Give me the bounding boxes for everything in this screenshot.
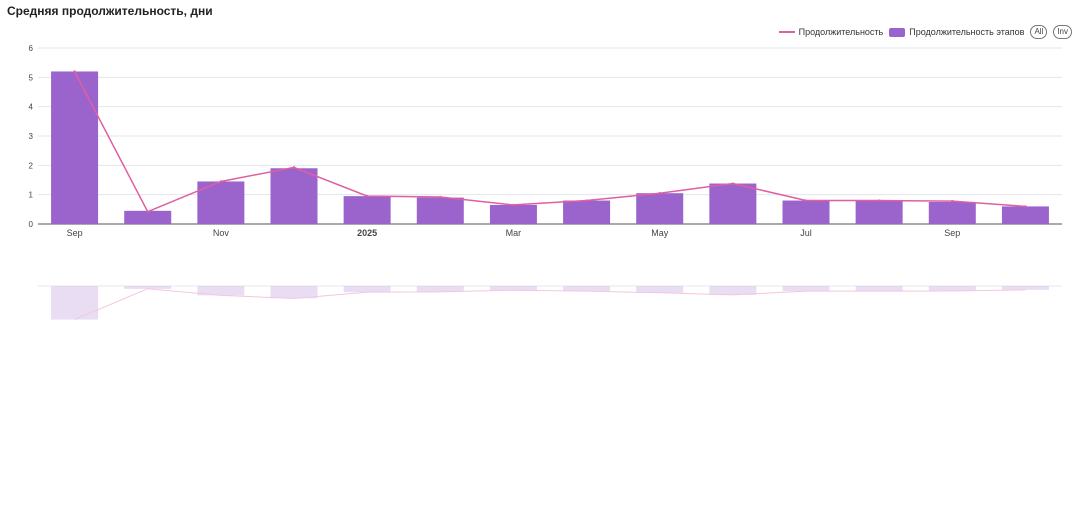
bar-swatch-icon — [889, 27, 906, 37]
line-point — [877, 199, 881, 202]
x-tick-label: Mar — [506, 228, 522, 238]
x-tick-label: Sep — [67, 228, 83, 238]
reflection-bar — [270, 286, 318, 299]
bar — [51, 71, 99, 224]
bar — [1001, 206, 1049, 224]
bar — [489, 204, 537, 224]
y-tick-label: 6 — [29, 44, 34, 53]
legend-line-label: Продолжительность — [798, 27, 884, 37]
reflection-line — [74, 288, 1026, 321]
reflection-bar — [197, 286, 245, 296]
bar — [636, 193, 684, 224]
reflection-bar — [855, 286, 903, 292]
bar — [855, 200, 903, 224]
line-point — [146, 210, 149, 213]
reflection-bar — [489, 286, 537, 291]
legend-item-bar[interactable]: Продолжительность этапов — [889, 27, 1024, 37]
reflection-bar — [343, 286, 391, 293]
line-point — [219, 180, 223, 183]
x-tick-label: Jul — [800, 228, 812, 238]
line-point — [365, 194, 369, 198]
bar — [709, 183, 757, 224]
x-tick-label: Sep — [944, 228, 960, 238]
reflection-bar — [416, 286, 464, 292]
bar — [782, 200, 830, 224]
line-point — [439, 195, 442, 199]
y-tick-label: 3 — [29, 132, 34, 141]
inv-toggle-button[interactable]: Inv — [1053, 25, 1072, 39]
duration-line — [73, 71, 1026, 213]
reflection-bar — [636, 286, 684, 293]
chart-legend: Продолжительность Продолжительность этап… — [778, 25, 1072, 39]
bar — [343, 196, 391, 224]
line-swatch-icon — [778, 31, 795, 33]
reflection-bar — [1001, 286, 1049, 290]
reflection-bar — [124, 286, 172, 289]
legend-item-line[interactable]: Продолжительность — [778, 27, 884, 37]
y-tick-label: 5 — [29, 73, 34, 82]
chart-title: Средняя продолжительность, дни — [7, 4, 213, 18]
chart-reflection — [38, 285, 1062, 321]
y-tick-label: 1 — [29, 191, 34, 200]
reflection-bar — [782, 286, 830, 292]
bar — [270, 168, 318, 224]
y-tick-label: 2 — [29, 161, 34, 170]
all-toggle-button[interactable]: All — [1030, 25, 1048, 39]
reflection-bar — [51, 286, 99, 320]
x-tick-label: Nov — [213, 228, 230, 238]
y-tick-label: 0 — [29, 220, 34, 229]
reflection-bar — [563, 286, 611, 292]
line-point — [512, 203, 515, 207]
line-point — [1024, 205, 1027, 208]
reflection-bar — [709, 286, 757, 295]
bar — [124, 210, 172, 224]
legend-bar-label: Продолжительность этапов — [909, 27, 1025, 37]
line-point — [658, 192, 661, 195]
bar — [928, 202, 976, 224]
x-tick-label: May — [651, 228, 669, 238]
line-point — [585, 199, 588, 202]
line-point — [951, 199, 954, 203]
line-point — [73, 70, 76, 73]
bar — [416, 197, 464, 224]
bar — [563, 200, 611, 224]
line-point — [731, 182, 735, 185]
x-tick-label: 2025 — [357, 228, 377, 238]
line-point — [292, 166, 296, 169]
reflection-bar — [928, 286, 976, 291]
line-point — [804, 199, 808, 202]
y-tick-label: 4 — [29, 103, 34, 112]
